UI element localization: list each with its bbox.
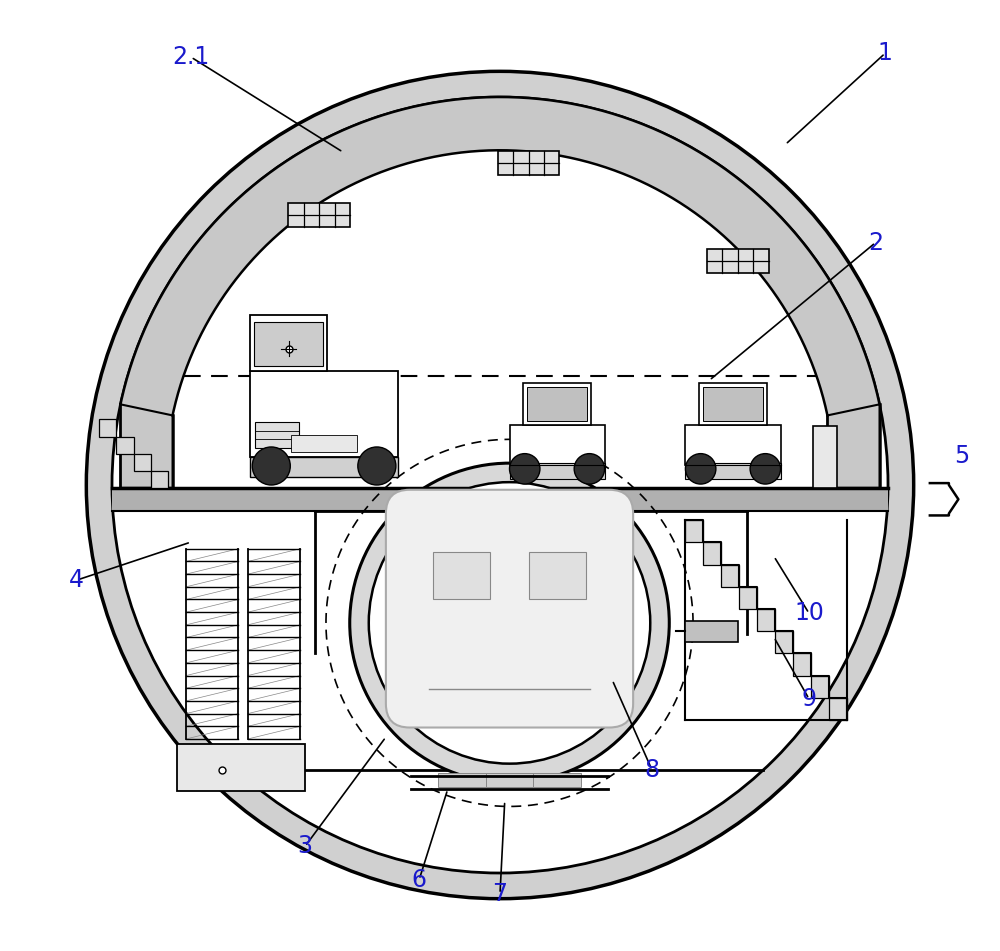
Circle shape bbox=[685, 454, 716, 484]
Text: 5: 5 bbox=[955, 444, 970, 469]
Text: 2.1: 2.1 bbox=[172, 45, 210, 69]
Circle shape bbox=[369, 482, 650, 764]
Bar bbox=[510, 425, 605, 465]
Bar bbox=[255, 422, 299, 448]
Polygon shape bbox=[739, 587, 757, 609]
Polygon shape bbox=[811, 675, 829, 698]
Bar bbox=[433, 552, 490, 599]
Circle shape bbox=[86, 71, 914, 899]
Bar bbox=[529, 552, 586, 599]
Bar bbox=[523, 383, 591, 425]
Text: 4: 4 bbox=[69, 568, 84, 592]
Circle shape bbox=[750, 454, 781, 484]
Polygon shape bbox=[721, 565, 739, 587]
Bar bbox=[254, 321, 323, 366]
Bar bbox=[703, 387, 763, 421]
Circle shape bbox=[112, 97, 888, 873]
Polygon shape bbox=[793, 653, 811, 675]
Bar bbox=[112, 488, 888, 511]
Bar bbox=[134, 454, 151, 471]
Circle shape bbox=[252, 447, 290, 485]
Bar bbox=[699, 383, 767, 425]
Text: 3: 3 bbox=[298, 834, 313, 859]
Polygon shape bbox=[685, 520, 703, 542]
Text: 7: 7 bbox=[492, 882, 508, 906]
Bar bbox=[250, 371, 398, 456]
Bar bbox=[291, 435, 357, 452]
Text: 6: 6 bbox=[412, 867, 427, 892]
Bar bbox=[288, 204, 350, 227]
Polygon shape bbox=[120, 97, 880, 416]
Polygon shape bbox=[120, 404, 173, 488]
Bar bbox=[99, 419, 116, 437]
FancyBboxPatch shape bbox=[386, 490, 633, 728]
Polygon shape bbox=[757, 609, 775, 631]
Bar bbox=[813, 426, 837, 488]
Text: 10: 10 bbox=[794, 601, 824, 626]
Bar bbox=[116, 437, 134, 454]
Text: 9: 9 bbox=[802, 687, 817, 711]
Bar bbox=[510, 463, 605, 479]
Bar bbox=[685, 463, 781, 479]
Bar bbox=[177, 744, 305, 791]
Bar bbox=[486, 773, 533, 787]
Circle shape bbox=[350, 463, 669, 783]
Polygon shape bbox=[703, 542, 721, 565]
Circle shape bbox=[510, 454, 540, 484]
Bar bbox=[527, 387, 587, 421]
Bar bbox=[250, 315, 327, 371]
Bar bbox=[707, 249, 769, 273]
Bar bbox=[533, 773, 581, 787]
Circle shape bbox=[574, 454, 605, 484]
Polygon shape bbox=[829, 698, 847, 720]
Bar bbox=[438, 773, 486, 787]
Polygon shape bbox=[775, 631, 793, 653]
Text: 8: 8 bbox=[645, 758, 660, 783]
Text: 2: 2 bbox=[868, 230, 883, 255]
Polygon shape bbox=[827, 404, 880, 488]
Bar bbox=[498, 151, 559, 175]
Bar bbox=[685, 425, 781, 465]
Bar bbox=[685, 621, 738, 642]
Bar bbox=[151, 471, 168, 488]
Bar bbox=[250, 456, 398, 477]
Circle shape bbox=[358, 447, 396, 485]
Text: 1: 1 bbox=[878, 41, 893, 66]
